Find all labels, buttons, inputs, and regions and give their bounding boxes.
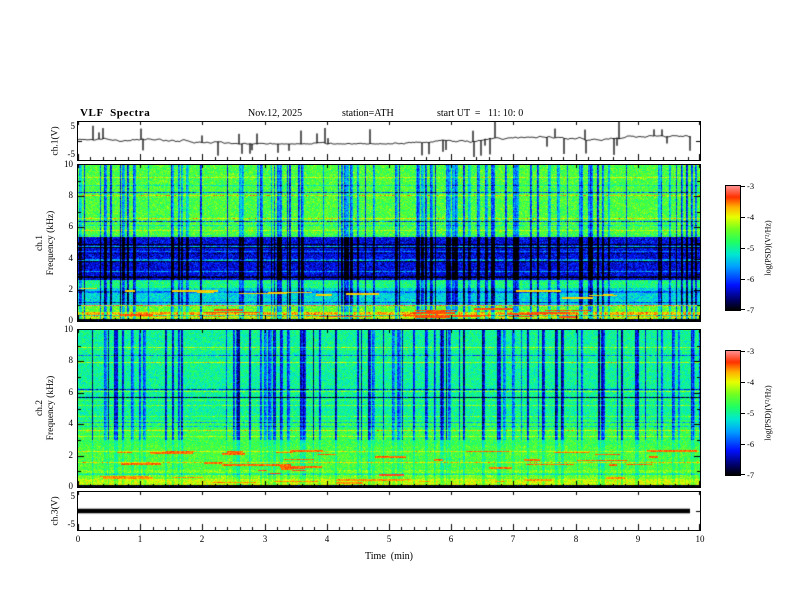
colorbar1-tick-neg5: -5 — [747, 243, 755, 253]
spec2-ytick-6: 6 — [68, 387, 74, 397]
x-tick-8: 8 — [573, 534, 579, 544]
ch3v-ytick-neg5: -5 — [67, 519, 76, 529]
x-tick-6: 6 — [448, 534, 454, 544]
ch3v-ytick-5: 5 — [70, 491, 76, 501]
colorbar1-tickmark — [741, 186, 745, 187]
spec1-ytick-0: 0 — [68, 315, 74, 325]
colorbar2-tickmark — [741, 413, 745, 414]
ch3-waveform-panel — [77, 491, 701, 531]
colorbar2-tickmark — [741, 382, 745, 383]
colorbar1-axis-label: log(PSD)(V²/Hz) — [763, 220, 773, 276]
spec1-ytick-4: 4 — [68, 253, 74, 263]
colorbar1-tickmark — [741, 217, 745, 218]
y-axis-label-ch2-frequency: ch.2 Frequency (kHz) — [35, 375, 56, 441]
spec1-ytick-2: 2 — [68, 284, 74, 294]
x-tick-9: 9 — [635, 534, 641, 544]
spec2-ytick-8: 8 — [68, 355, 74, 365]
x-tick-0: 0 — [75, 534, 81, 544]
ch2-spectrogram-canvas — [78, 330, 700, 487]
colorbar2-tick-neg7: -7 — [747, 470, 755, 480]
colorbar-gradient — [725, 185, 741, 311]
colorbar-gradient — [725, 350, 741, 476]
colorbar1-tick-neg4: -4 — [747, 212, 755, 222]
ch1-spectrogram-panel — [77, 164, 701, 322]
spec2-ytick-4: 4 — [68, 418, 74, 428]
ch1-spectrogram-canvas — [78, 165, 700, 321]
spec2-ytick-0: 0 — [68, 481, 74, 491]
plot-title: VLF Spectra — [80, 107, 151, 119]
x-tick-7: 7 — [510, 534, 516, 544]
colorbar2-tick-neg5: -5 — [747, 408, 755, 418]
colorbar1-tick-neg6: -6 — [747, 274, 755, 284]
colorbar1-tickmark — [741, 309, 745, 310]
colorbar1-tick-neg7: -7 — [747, 305, 755, 315]
ch1v-ytick-neg5: -5 — [67, 149, 76, 159]
colorbar1-tickmark — [741, 248, 745, 249]
colorbar2-tickmark — [741, 474, 745, 475]
ch1-waveform-panel — [77, 121, 701, 161]
colorbar2-tick-neg6: -6 — [747, 439, 755, 449]
x-tick-4: 4 — [324, 534, 330, 544]
station-label: station=ATH — [342, 108, 394, 119]
spec2-ytick-10: 10 — [64, 324, 73, 334]
start-ut-label: start UT = 11: 10: 0 — [437, 108, 524, 119]
colorbar2-tick-neg4: -4 — [747, 377, 755, 387]
spec1-ytick-6: 6 — [68, 221, 74, 231]
x-tick-10: 10 — [695, 534, 705, 544]
colorbar1-tick-neg3: -3 — [747, 181, 755, 191]
spec2-ytick-2: 2 — [68, 450, 74, 460]
colorbar2-tick-neg3: -3 — [747, 346, 755, 356]
ch3-waveform-canvas — [78, 492, 700, 530]
spec1-ytick-10: 10 — [64, 159, 73, 169]
ch2-spectrogram-panel — [77, 329, 701, 488]
x-axis-label: Time (min) — [365, 551, 413, 562]
colorbar2-tickmark — [741, 351, 745, 352]
x-tick-5: 5 — [386, 534, 392, 544]
ch1-waveform-canvas — [78, 122, 700, 160]
colorbar2-tickmark — [741, 444, 745, 445]
x-tick-1: 1 — [137, 534, 143, 544]
x-tick-2: 2 — [199, 534, 205, 544]
date-label: Nov.12, 2025 — [248, 108, 303, 119]
spec1-ytick-8: 8 — [68, 190, 74, 200]
x-tick-3: 3 — [262, 534, 268, 544]
colorbar2-axis-label: log(PSD)(V²/Hz) — [763, 385, 773, 441]
ch1v-ytick-5: 5 — [70, 121, 76, 131]
colorbar1-tickmark — [741, 279, 745, 280]
